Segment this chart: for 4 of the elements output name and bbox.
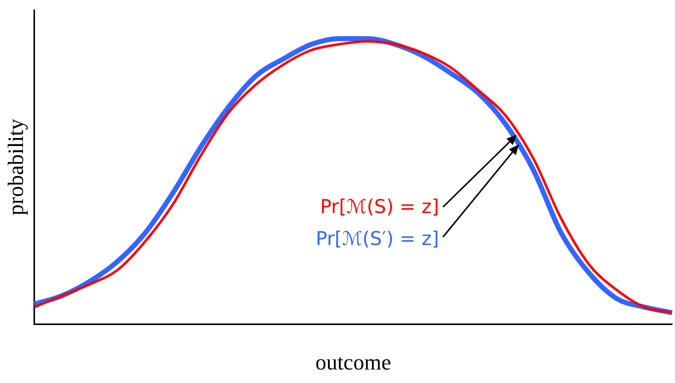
text: Pr[ℳ(S) = z] bbox=[320, 195, 439, 219]
y-axis-title: probability bbox=[2, 118, 28, 216]
x-axis-title: outcome bbox=[315, 350, 392, 375]
text: Pr[ℳ(S′) = z] bbox=[316, 227, 439, 251]
